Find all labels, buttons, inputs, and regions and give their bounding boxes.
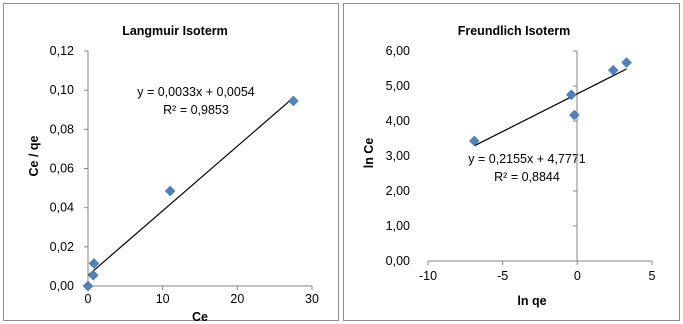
data-point <box>164 185 176 197</box>
x-tick-label: -10 <box>419 269 437 283</box>
y-tick-label: 0,02 <box>50 240 74 254</box>
trendline <box>87 97 294 276</box>
y-tick-label: 0,10 <box>50 83 74 97</box>
data-point <box>607 64 619 76</box>
x-tick-label: 30 <box>305 292 319 306</box>
langmuir-chart-panel: Langmuir Isoterm Ce / qe Ce y = 0,0033x … <box>3 3 339 324</box>
y-tick-label: 2,00 <box>386 184 410 198</box>
x-tick-label: 10 <box>156 292 170 306</box>
x-axis-title: ln qe <box>517 294 546 308</box>
y-axis-title: ln Ce <box>362 138 376 169</box>
y-tick-label: 0,00 <box>50 279 74 293</box>
x-tick-label: 5 <box>649 269 656 283</box>
y-tick-label: 4,00 <box>386 114 410 128</box>
data-point <box>621 57 632 68</box>
freundlich-chart-panel: Freundlich Isoterm ln Ce ln qe y = 0,215… <box>343 3 680 321</box>
y-tick-label: 0,06 <box>50 162 74 176</box>
y-tick-label: 6,00 <box>386 44 410 58</box>
x-axis-title: Ce <box>192 310 208 324</box>
r-squared-label: R² = 0,8844 <box>494 170 560 184</box>
x-tick-label: 20 <box>230 292 244 306</box>
y-tick-label: 0,08 <box>50 122 74 136</box>
y-tick-label: 5,00 <box>386 79 410 93</box>
data-point <box>566 89 577 101</box>
x-tick-label: 0 <box>85 292 92 306</box>
langmuir-chart: Langmuir Isoterm Ce / qe Ce y = 0,0033x … <box>27 24 319 324</box>
data-point <box>88 258 100 269</box>
chart-title: Freundlich Isoterm <box>458 24 571 38</box>
chart-title: Langmuir Isoterm <box>122 24 228 38</box>
y-tick-label: 0,04 <box>50 201 74 215</box>
y-tick-label: 0,12 <box>50 44 74 58</box>
x-tick-label: -5 <box>497 269 508 283</box>
trendline <box>474 68 627 147</box>
trendline-equation: y = 0,2155x + 4,7771 <box>468 152 586 166</box>
y-axis-title: Ce / qe <box>27 135 41 176</box>
y-tick-label: 3,00 <box>386 149 410 163</box>
freundlich-chart: Freundlich Isoterm ln Ce ln qe y = 0,215… <box>362 24 656 308</box>
trendline-equation: y = 0,0033x + 0,0054 <box>137 85 255 99</box>
data-point <box>287 95 299 107</box>
data-point <box>82 280 94 292</box>
data-point <box>468 135 480 147</box>
data-point <box>87 269 99 281</box>
data-point <box>568 109 580 121</box>
x-tick-label: 0 <box>574 269 581 283</box>
r-squared-label: R² = 0,9853 <box>163 103 229 117</box>
y-tick-label: 1,00 <box>386 219 410 233</box>
y-tick-label: 0,00 <box>386 254 410 268</box>
